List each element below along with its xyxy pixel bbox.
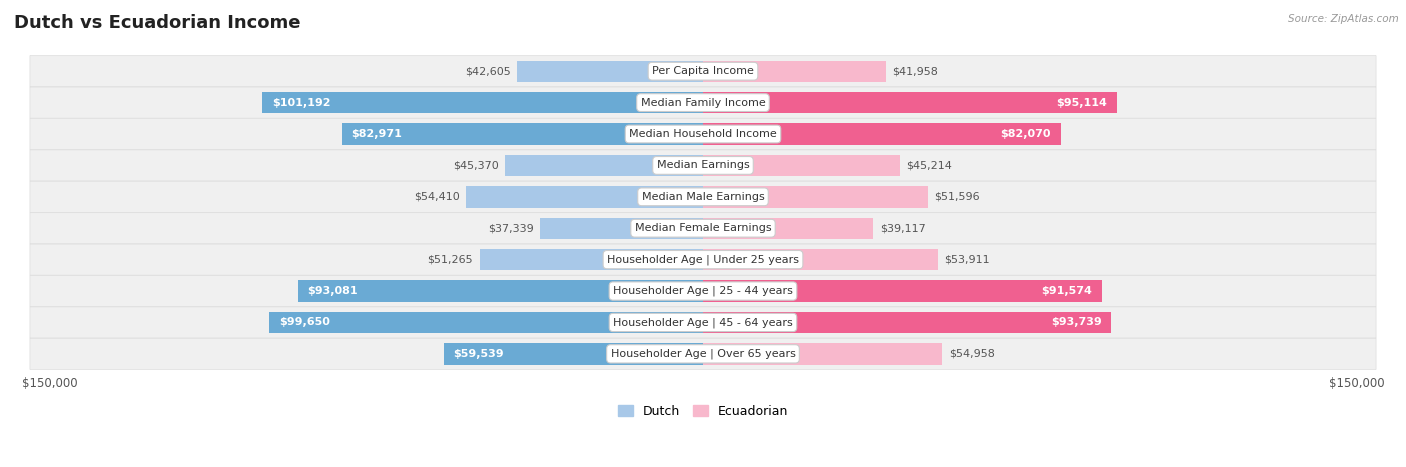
Text: $93,739: $93,739 xyxy=(1050,318,1101,327)
FancyBboxPatch shape xyxy=(30,119,1376,149)
Text: $95,114: $95,114 xyxy=(1057,98,1108,107)
FancyBboxPatch shape xyxy=(30,212,1376,244)
Text: Median Earnings: Median Earnings xyxy=(657,161,749,170)
Text: $99,650: $99,650 xyxy=(278,318,329,327)
Bar xyxy=(479,249,703,270)
Text: $82,070: $82,070 xyxy=(1000,129,1050,139)
Text: Median Household Income: Median Household Income xyxy=(628,129,778,139)
Legend: Dutch, Ecuadorian: Dutch, Ecuadorian xyxy=(619,405,787,417)
Bar xyxy=(517,61,703,82)
Text: $82,971: $82,971 xyxy=(352,129,402,139)
Text: $59,539: $59,539 xyxy=(453,349,505,359)
Text: $51,265: $51,265 xyxy=(427,255,474,265)
Text: $45,370: $45,370 xyxy=(453,161,499,170)
Text: Householder Age | Under 25 years: Householder Age | Under 25 years xyxy=(607,255,799,265)
Text: $39,117: $39,117 xyxy=(880,223,925,233)
Bar xyxy=(505,155,703,176)
Text: $93,081: $93,081 xyxy=(308,286,359,296)
Bar xyxy=(703,312,1111,333)
Bar xyxy=(703,249,938,270)
Bar xyxy=(444,343,703,365)
FancyBboxPatch shape xyxy=(30,307,1376,338)
Text: Median Male Earnings: Median Male Earnings xyxy=(641,192,765,202)
Bar xyxy=(703,186,928,207)
Bar xyxy=(703,343,942,365)
Bar xyxy=(703,218,873,239)
Text: $54,958: $54,958 xyxy=(949,349,995,359)
Text: Householder Age | 25 - 44 years: Householder Age | 25 - 44 years xyxy=(613,286,793,296)
Text: $54,410: $54,410 xyxy=(413,192,460,202)
Text: $53,911: $53,911 xyxy=(945,255,990,265)
Bar xyxy=(269,312,703,333)
FancyBboxPatch shape xyxy=(30,181,1376,212)
Bar xyxy=(465,186,703,207)
Bar xyxy=(703,61,886,82)
FancyBboxPatch shape xyxy=(30,338,1376,369)
Text: $42,605: $42,605 xyxy=(465,66,510,76)
Bar xyxy=(703,280,1102,302)
Text: Householder Age | 45 - 64 years: Householder Age | 45 - 64 years xyxy=(613,317,793,328)
FancyBboxPatch shape xyxy=(30,150,1376,181)
Text: Dutch vs Ecuadorian Income: Dutch vs Ecuadorian Income xyxy=(14,14,301,32)
Text: $91,574: $91,574 xyxy=(1042,286,1092,296)
Bar xyxy=(342,123,703,145)
Text: $101,192: $101,192 xyxy=(271,98,330,107)
Bar xyxy=(262,92,703,113)
Bar xyxy=(703,92,1118,113)
Text: $37,339: $37,339 xyxy=(488,223,534,233)
Text: $45,214: $45,214 xyxy=(907,161,952,170)
Bar xyxy=(298,280,703,302)
Text: Median Female Earnings: Median Female Earnings xyxy=(634,223,772,233)
Text: Source: ZipAtlas.com: Source: ZipAtlas.com xyxy=(1288,14,1399,24)
FancyBboxPatch shape xyxy=(30,276,1376,307)
Bar xyxy=(703,123,1060,145)
Text: $51,596: $51,596 xyxy=(935,192,980,202)
Bar xyxy=(540,218,703,239)
Text: Per Capita Income: Per Capita Income xyxy=(652,66,754,76)
Bar xyxy=(703,155,900,176)
FancyBboxPatch shape xyxy=(30,87,1376,118)
FancyBboxPatch shape xyxy=(30,56,1376,87)
Text: Householder Age | Over 65 years: Householder Age | Over 65 years xyxy=(610,348,796,359)
Text: Median Family Income: Median Family Income xyxy=(641,98,765,107)
Text: $41,958: $41,958 xyxy=(893,66,938,76)
FancyBboxPatch shape xyxy=(30,244,1376,275)
